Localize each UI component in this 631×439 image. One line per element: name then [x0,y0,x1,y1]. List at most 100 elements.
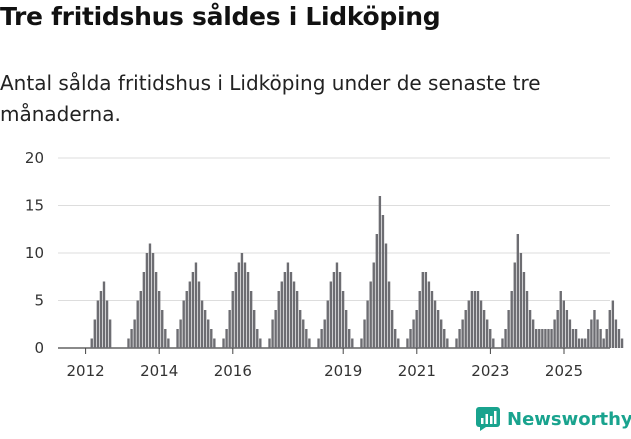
bar [283,272,287,348]
bar [139,291,142,348]
bar [246,272,250,348]
bar [485,319,489,348]
bar [344,310,348,348]
bar [455,338,458,348]
bar [577,338,581,348]
bar [596,319,599,348]
bar [157,291,161,348]
bar [406,338,409,348]
bar [470,291,474,348]
bar [553,319,556,348]
bar [145,253,149,348]
x-tick-label: 2025 [545,362,583,380]
x-tick-label: 2014 [140,362,178,380]
bar [179,319,182,348]
bar [259,338,262,348]
bar [308,338,311,348]
bar [504,329,507,348]
bar [286,262,290,348]
bar [151,253,155,348]
bar [105,300,109,348]
bar [182,300,185,348]
bar [348,329,351,348]
bar [394,329,397,348]
bar [611,300,615,348]
bar [234,272,237,348]
bar [473,291,477,348]
bar [507,310,510,348]
bar [387,281,391,348]
bar [412,319,415,348]
bar [538,329,541,348]
bar [185,291,188,348]
bar [90,338,93,348]
bar [430,291,434,348]
bar [522,272,526,348]
bar [590,319,593,348]
bar [556,310,559,348]
bar [528,310,532,348]
bar [479,300,483,348]
bar [467,300,470,348]
y-tick-label: 15 [25,197,44,215]
bar [188,281,192,348]
bar [602,338,605,348]
bar [200,300,204,348]
bar [167,338,170,348]
bar [305,329,308,348]
bar [191,272,195,348]
bar [489,329,492,348]
bar [363,319,366,348]
bar [253,310,256,348]
bar [605,329,608,348]
bar [568,319,572,348]
bar [213,338,216,348]
bar [271,319,274,348]
bar [249,291,253,348]
bar [397,338,400,348]
bar [256,329,259,348]
bar [427,281,431,348]
bar [298,310,302,348]
bar [335,262,339,348]
bar [381,215,385,348]
bar [440,319,443,348]
bar [458,329,461,348]
bar [317,338,320,348]
bar [302,319,305,348]
bar [136,300,139,348]
bar [418,291,421,348]
bar [501,338,504,348]
bar [329,281,333,348]
y-tick-label: 5 [34,292,44,310]
y-tick-label: 10 [25,244,44,262]
bar [436,310,440,348]
bar [240,253,244,348]
bar [289,272,293,348]
bar [378,196,382,348]
bar [531,319,535,348]
bar [415,310,418,348]
bar [461,319,464,348]
bar [476,291,480,348]
bar [587,329,590,348]
bar [599,329,602,348]
x-axis-ticks: 2012 2014 2016 2019 2021 2023 2025 [67,348,583,380]
bar [617,329,621,348]
bar [292,281,296,348]
bar [207,319,210,348]
bar [108,319,112,348]
bar [535,329,538,348]
bar [341,291,345,348]
bar [366,300,369,348]
bar [176,329,179,348]
bar [482,310,486,348]
bar [375,234,379,348]
bar [384,243,388,348]
bar [390,310,394,348]
bar [332,272,336,348]
bar [614,319,618,348]
bar [222,338,225,348]
bar [133,319,136,348]
chart-subtitle: Antal sålda fritidshus i Lidköping under… [0,71,541,126]
